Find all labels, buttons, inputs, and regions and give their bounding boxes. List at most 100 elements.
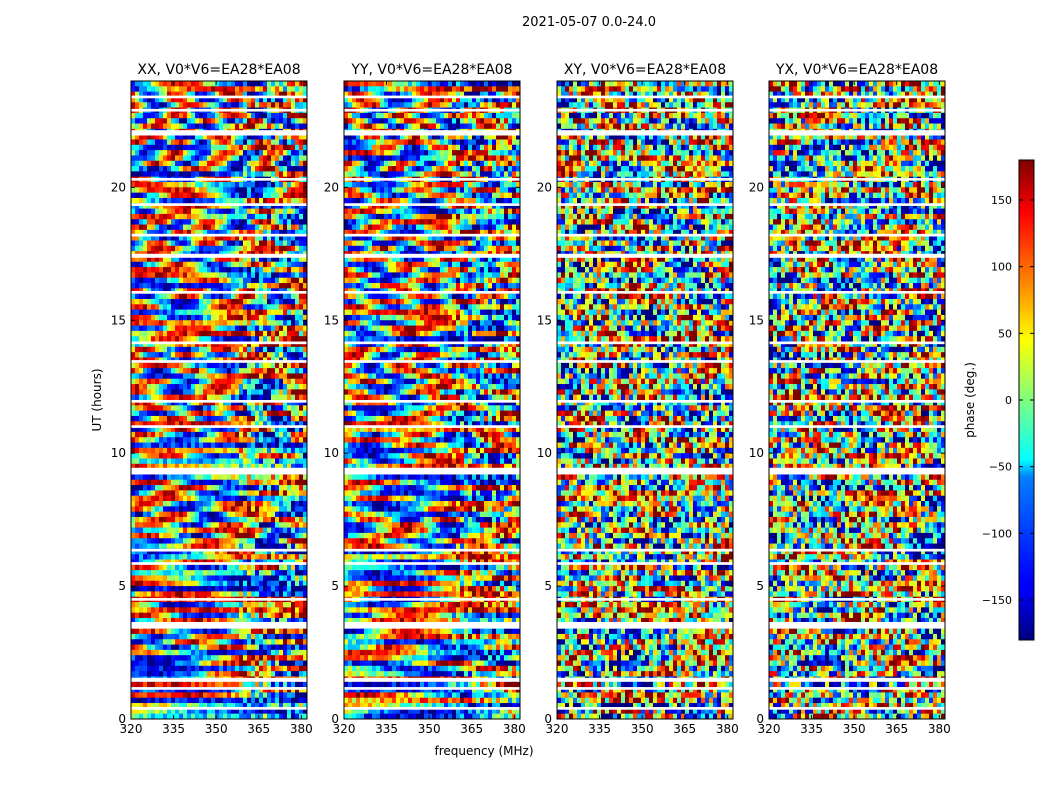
colorbar-tick-label: 0 [1005, 394, 1012, 407]
data-gap [344, 467, 520, 475]
data-gap [131, 562, 307, 565]
x-tick-label: 335 [800, 722, 823, 736]
x-tick-label: 380 [716, 722, 739, 736]
data-gap [344, 562, 520, 565]
phase-heatmap-4 [769, 81, 945, 719]
data-gap [557, 203, 733, 206]
data-gap [769, 291, 945, 294]
y-tick-label: 0 [756, 712, 764, 726]
panels: XX, V0*V6=EA28*EA08 320 335 350 365 380 0 5 10 15… [111, 62, 951, 736]
data-gap [557, 130, 733, 136]
x-axis-label: frequency (MHz) [434, 744, 533, 758]
x-tick-label: 350 [843, 722, 866, 736]
x-tick-label: 320 [120, 722, 143, 736]
data-gap [131, 233, 307, 237]
data-gap [557, 178, 733, 181]
x-tick-label: 365 [460, 722, 483, 736]
x-tick-label: 320 [333, 722, 356, 736]
data-gap [344, 233, 520, 237]
data-gap [131, 598, 307, 601]
colorbar-label: phase (deg.) [963, 362, 977, 438]
data-gap [769, 548, 945, 552]
data-gap [557, 707, 733, 710]
y-tick-label: 5 [118, 579, 126, 593]
y-tick-label: 10 [324, 446, 339, 460]
data-gap [769, 562, 945, 565]
panel-title: XY, V0*V6=EA28*EA08 [564, 62, 726, 78]
x-tick-label: 320 [546, 722, 569, 736]
phase-heatmap-2 [344, 81, 520, 719]
data-gap [131, 95, 307, 99]
data-gap [344, 130, 520, 136]
data-gap [344, 598, 520, 601]
data-gap [557, 360, 733, 363]
data-gap [557, 400, 733, 403]
colorbar-tick-label: −50 [989, 461, 1012, 474]
x-tick-label: 380 [290, 722, 313, 736]
data-gap [557, 598, 733, 601]
panel-2: YY, V0*V6=EA28*EA08 320 335 350 365 380 0 5 10 15… [324, 62, 526, 736]
data-gap [769, 467, 945, 475]
colorbar-ticks: 150 100 50 0 −50 −100 −150 [982, 194, 1034, 607]
x-tick-label: 335 [588, 722, 611, 736]
data-gap [769, 253, 945, 258]
data-gap [557, 291, 733, 294]
data-gap [769, 108, 945, 112]
y-tick-label: 5 [756, 579, 764, 593]
data-gap [131, 130, 307, 136]
y-tick-label: 15 [537, 313, 552, 327]
y-tick-label: 0 [544, 712, 552, 726]
y-tick-label: 20 [324, 180, 339, 194]
data-gap [131, 291, 307, 294]
data-gap [557, 108, 733, 112]
data-gap [557, 467, 733, 475]
panel-3: XY, V0*V6=EA28*EA08 320 335 350 365 380 0 5 10 15… [537, 62, 739, 736]
data-gap [131, 621, 307, 629]
y-tick-label: 0 [118, 712, 126, 726]
data-gap [769, 130, 945, 136]
data-gap [131, 253, 307, 258]
data-gap [131, 548, 307, 552]
data-gap [769, 341, 945, 345]
data-gap [131, 178, 307, 181]
data-gap [769, 178, 945, 181]
x-tick-label: 320 [758, 722, 781, 736]
y-tick-label: 10 [537, 446, 552, 460]
data-gap [769, 677, 945, 682]
figure-title: 2021-05-07 0.0-24.0 [522, 15, 656, 30]
data-gap [557, 233, 733, 237]
data-gap [344, 178, 520, 181]
data-gap [769, 400, 945, 403]
y-tick-label: 20 [537, 180, 552, 194]
phase-heatmap-1 [131, 81, 307, 719]
data-gap [557, 562, 733, 565]
y-tick-label: 20 [749, 180, 764, 194]
x-tick-label: 365 [247, 722, 270, 736]
x-tick-label: 350 [205, 722, 228, 736]
panel-title: YX, V0*V6=EA28*EA08 [775, 62, 938, 78]
x-tick-label: 350 [418, 722, 441, 736]
data-gap [344, 425, 520, 428]
panel-frame [343, 80, 521, 720]
y-tick-label: 0 [331, 712, 339, 726]
x-tick-label: 365 [673, 722, 696, 736]
data-gap [769, 707, 945, 710]
y-tick-label: 5 [544, 579, 552, 593]
data-gap [344, 203, 520, 206]
y-tick-label: 15 [324, 313, 339, 327]
data-gap [344, 253, 520, 258]
y-tick-label: 5 [331, 579, 339, 593]
x-tick-label: 380 [928, 722, 951, 736]
data-gap [557, 341, 733, 345]
data-gap [131, 400, 307, 403]
data-gap [131, 203, 307, 206]
data-gap [769, 360, 945, 363]
data-gap [557, 687, 733, 690]
x-tick-label: 380 [503, 722, 526, 736]
y-tick-label: 15 [111, 313, 126, 327]
data-gap [131, 677, 307, 682]
data-gap [131, 467, 307, 475]
y-axis-label: UT (hours) [90, 368, 104, 431]
data-gap [557, 677, 733, 682]
data-gap [344, 687, 520, 690]
